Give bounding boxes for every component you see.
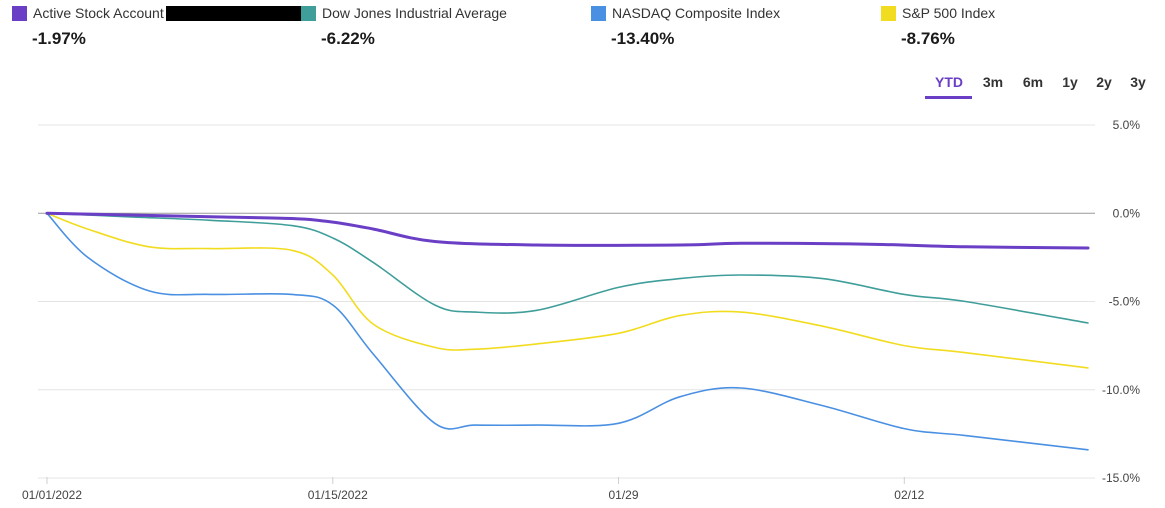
tab-3m[interactable]: 3m (982, 74, 1004, 90)
legend-item-dow-jones[interactable]: Dow Jones Industrial Average -6.22% (301, 4, 507, 49)
x-tick-label: 01/01/2022 (22, 488, 82, 502)
legend-swatch (301, 5, 316, 21)
legend-swatch (881, 5, 896, 21)
legend-label: Dow Jones Industrial Average (322, 5, 507, 21)
x-tick-label: 01/29 (609, 488, 639, 502)
y-tick-label: -15.0% (1102, 471, 1140, 485)
legend-value: -13.40% (611, 29, 675, 48)
x-tick-label: 02/12 (894, 488, 924, 502)
legend-value: -1.97% (32, 29, 86, 48)
legend-label: NASDAQ Composite Index (612, 5, 781, 21)
time-range-tabs: YTD 3m 6m 1y 2y 3y (925, 72, 1165, 102)
series-line-active-stock-account (45, 211, 1090, 250)
y-tick-label: 0.0% (1113, 206, 1141, 220)
tab-ytd[interactable]: YTD (935, 74, 963, 90)
x-tick-label: 01/15/2022 (308, 488, 368, 502)
y-tick-label: -10.0% (1102, 383, 1140, 397)
legend-value: -8.76% (901, 29, 955, 48)
legend-item-active-stock-account[interactable]: Active Stock Account -1.97% (12, 4, 301, 49)
tab-2y[interactable]: 2y (1096, 74, 1112, 90)
series-line-dow-jones-industrial-average (46, 212, 1089, 324)
legend-value: -6.22% (321, 29, 375, 48)
tab-1y[interactable]: 1y (1062, 74, 1078, 90)
y-tick-label: 5.0% (1113, 118, 1141, 132)
legend-item-nasdaq[interactable]: NASDAQ Composite Index -13.40% (591, 4, 780, 49)
legend-item-sp500[interactable]: S&P 500 Index -8.76% (881, 4, 995, 49)
tab-6m[interactable]: 6m (1022, 74, 1044, 90)
legend-swatch (591, 5, 606, 21)
y-tick-label: -5.0% (1109, 295, 1141, 309)
active-tab-indicator (925, 96, 972, 99)
series-line-nasdaq-composite-index (46, 212, 1089, 451)
legend-label: S&P 500 Index (902, 5, 996, 21)
legend-swatch (12, 5, 27, 21)
legend-label: Active Stock Account (33, 5, 164, 21)
legend: Active Stock Account -1.97% Dow Jones In… (0, 0, 1165, 60)
redaction-bar (165, 5, 301, 21)
tab-3y[interactable]: 3y (1130, 74, 1146, 90)
series-line-s-p-500-index (46, 212, 1089, 369)
